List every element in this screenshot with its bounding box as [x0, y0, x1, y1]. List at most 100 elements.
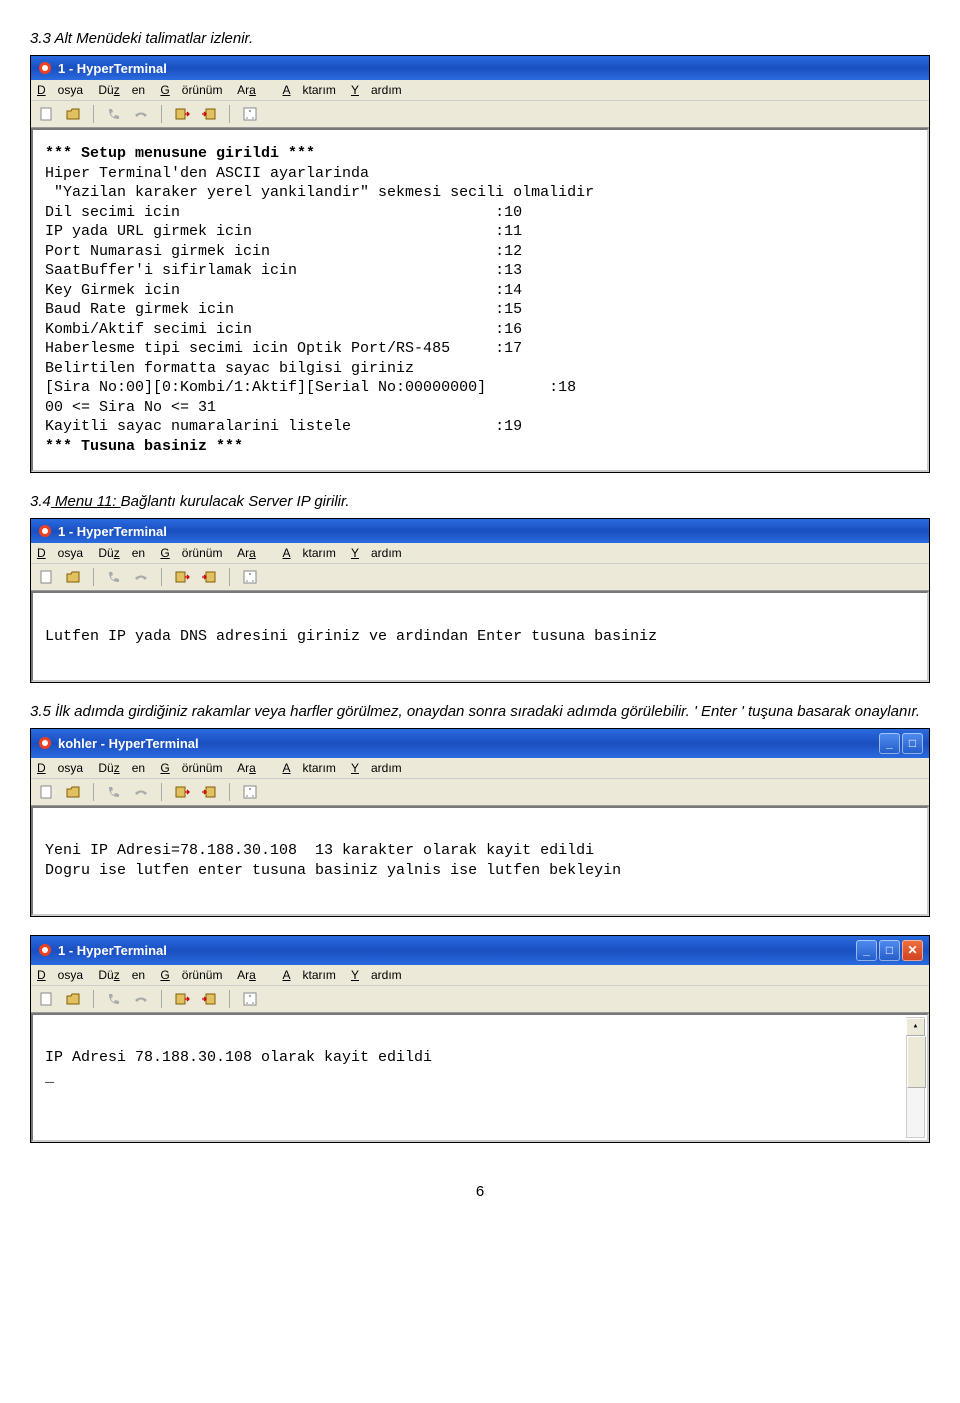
separator: [229, 568, 230, 586]
new-icon[interactable]: [37, 105, 55, 123]
menu-dosya[interactable]: Dosya: [37, 968, 83, 982]
separator: [93, 105, 94, 123]
menu-aktarim[interactable]: Aktarım: [282, 968, 335, 982]
menu-ara[interactable]: Ara: [237, 83, 268, 97]
setup-heading: *** Setup menusune girildi ***: [45, 145, 315, 162]
titlebar[interactable]: 1 - HyperTerminal _ □ ✕: [31, 936, 929, 965]
minimize-button[interactable]: _: [879, 733, 900, 754]
window-title: 1 - HyperTerminal: [58, 61, 923, 76]
toolbar: [31, 101, 929, 128]
menu-gorunum[interactable]: Görünüm: [160, 968, 222, 982]
minimize-button[interactable]: _: [856, 940, 877, 961]
section-number: 3.4: [30, 493, 51, 510]
properties-icon[interactable]: [241, 568, 259, 586]
new-icon[interactable]: [37, 783, 55, 801]
open-icon[interactable]: [64, 105, 82, 123]
menu-yardim[interactable]: Yardım: [351, 761, 402, 775]
hangup-icon[interactable]: [132, 568, 150, 586]
properties-icon[interactable]: [241, 990, 259, 1008]
page-number: 6: [30, 1183, 930, 1200]
menu-dosya[interactable]: Dosya: [37, 546, 83, 560]
open-icon[interactable]: [64, 783, 82, 801]
call-icon[interactable]: [105, 990, 123, 1008]
hyperterminal-window-4: 1 - HyperTerminal _ □ ✕ Dosya Düzen Görü…: [30, 935, 930, 1144]
separator: [229, 105, 230, 123]
open-icon[interactable]: [64, 568, 82, 586]
send-icon[interactable]: [173, 783, 191, 801]
menu-yardim[interactable]: Yardım: [351, 83, 402, 97]
receive-icon[interactable]: [200, 105, 218, 123]
separator: [161, 568, 162, 586]
hyperterminal-window-2: 1 - HyperTerminal Dosya Düzen Görünüm Ar…: [30, 518, 930, 683]
open-icon[interactable]: [64, 990, 82, 1008]
window-title: 1 - HyperTerminal: [58, 943, 856, 958]
hangup-icon[interactable]: [132, 990, 150, 1008]
app-icon: [37, 735, 53, 751]
menu-duzen[interactable]: Düzen: [98, 761, 145, 775]
menubar[interactable]: Dosya Düzen Görünüm Ara Aktarım Yardım: [31, 758, 929, 779]
separator: [93, 568, 94, 586]
terminal-text: Yeni IP Adresi=78.188.30.108 13 karakter…: [45, 842, 621, 898]
maximize-button[interactable]: □: [879, 940, 900, 961]
maximize-button[interactable]: □: [902, 733, 923, 754]
hangup-icon[interactable]: [132, 783, 150, 801]
app-icon: [37, 523, 53, 539]
properties-icon[interactable]: [241, 783, 259, 801]
menu-duzen[interactable]: Düzen: [98, 83, 145, 97]
new-icon[interactable]: [37, 990, 55, 1008]
receive-icon[interactable]: [200, 990, 218, 1008]
menu-aktarim[interactable]: Aktarım: [282, 546, 335, 560]
menu-gorunum[interactable]: Görünüm: [160, 546, 222, 560]
titlebar[interactable]: 1 - HyperTerminal: [31, 56, 929, 80]
send-icon[interactable]: [173, 105, 191, 123]
menubar[interactable]: Dosya Düzen Görünüm Ara Aktarım Yardım: [31, 543, 929, 564]
scrollbar[interactable]: ▴: [906, 1017, 925, 1139]
hangup-icon[interactable]: [132, 105, 150, 123]
menu-gorunum[interactable]: Görünüm: [160, 761, 222, 775]
menu-aktarim[interactable]: Aktarım: [282, 761, 335, 775]
menu-ara[interactable]: Ara: [237, 546, 268, 560]
receive-icon[interactable]: [200, 568, 218, 586]
send-icon[interactable]: [173, 568, 191, 586]
call-icon[interactable]: [105, 568, 123, 586]
titlebar[interactable]: kohler - HyperTerminal _ □: [31, 729, 929, 758]
app-icon: [37, 60, 53, 76]
call-icon[interactable]: [105, 783, 123, 801]
menubar[interactable]: Dosya Düzen Görünüm Ara Aktarım Yardım: [31, 965, 929, 986]
receive-icon[interactable]: [200, 783, 218, 801]
titlebar[interactable]: 1 - HyperTerminal: [31, 519, 929, 543]
instruction-3-5: 3.5 İlk adımda girdiğiniz rakamlar veya …: [30, 701, 930, 722]
scroll-track[interactable]: [907, 1036, 924, 1138]
menu-yardim[interactable]: Yardım: [351, 546, 402, 560]
properties-icon[interactable]: [241, 105, 259, 123]
toolbar: [31, 564, 929, 591]
menu-ara[interactable]: Ara: [237, 968, 268, 982]
scroll-up-icon[interactable]: ▴: [906, 1018, 925, 1036]
separator: [161, 105, 162, 123]
call-icon[interactable]: [105, 105, 123, 123]
window-controls: _ □: [879, 733, 923, 754]
menu-aktarim[interactable]: Aktarım: [282, 83, 335, 97]
separator: [93, 783, 94, 801]
send-icon[interactable]: [173, 990, 191, 1008]
menu-ara[interactable]: Ara: [237, 761, 268, 775]
window-title: 1 - HyperTerminal: [58, 524, 923, 539]
menubar[interactable]: Dosya Düzen Görünüm Ara Aktarım Yardım: [31, 80, 929, 101]
menu-gorunum[interactable]: Görünüm: [160, 83, 222, 97]
menu-dosya[interactable]: Dosya: [37, 83, 83, 97]
new-icon[interactable]: [37, 568, 55, 586]
menu-yardim[interactable]: Yardım: [351, 968, 402, 982]
instruction-3-4: 3.4 Menu 11: Bağlantı kurulacak Server I…: [30, 491, 930, 512]
terminal-output: IP Adresi 78.188.30.108 olarak kayit edi…: [31, 1013, 929, 1143]
press-key-heading: *** Tusuna basiniz ***: [45, 438, 243, 455]
close-button[interactable]: ✕: [902, 940, 923, 961]
menu-dosya[interactable]: Dosya: [37, 761, 83, 775]
hyperterminal-window-3: kohler - HyperTerminal _ □ Dosya Düzen G…: [30, 728, 930, 917]
menu-ref: Menu 11:: [51, 493, 121, 510]
app-icon: [37, 942, 53, 958]
menu-duzen[interactable]: Düzen: [98, 546, 145, 560]
instruction-text-a: 3.5 İlk adımda girdiğiniz rakamlar veya …: [30, 703, 694, 720]
menu-duzen[interactable]: Düzen: [98, 968, 145, 982]
scroll-thumb[interactable]: [907, 1036, 926, 1088]
hyperterminal-window-1: 1 - HyperTerminal Dosya Düzen Görünüm Ar…: [30, 55, 930, 473]
